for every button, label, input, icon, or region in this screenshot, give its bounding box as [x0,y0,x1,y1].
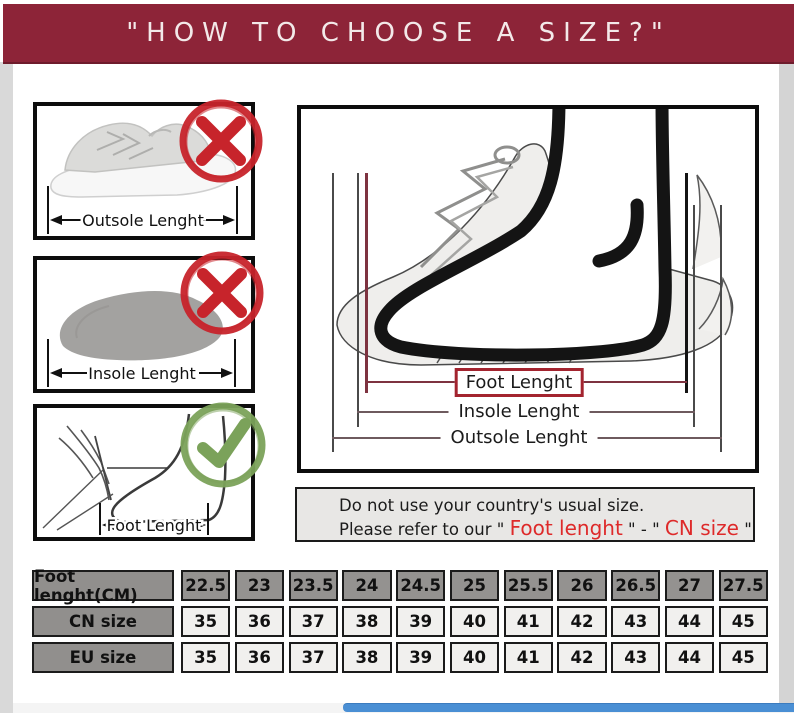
table-cell: 26.5 [611,570,661,601]
cross-mark-icon [180,251,264,335]
note-text: " - " [622,520,665,539]
foot-measure-arrow: Foot Lenght [99,503,209,537]
note-text: Please refer to our " [339,520,510,539]
table-cell: 22.5 [181,570,231,601]
table-row: CN size 35 36 37 38 39 40 41 42 43 44 45 [32,606,768,637]
table-cell: 36 [234,642,285,673]
table-cell: 43 [611,606,661,637]
diagram-foot-length-label: Foot Lenght [454,368,584,397]
page-right-gutter [779,62,794,703]
diagram-insole-length-label: Insole Lenght [448,400,590,423]
table-row: Foot lenght(CM) 22.5 23 23.5 24 24.5 25 25.5 26 2… [32,567,768,605]
horizontal-scrollbar-thumb[interactable] [343,703,794,712]
table-cell: 23.5 [288,570,338,601]
panel-outsole-length: Outsole Lenght [33,99,263,240]
outsole-measure-arrow: Outsole Lenght [47,186,238,234]
check-mark-icon [180,402,266,488]
table-cell: 45 [718,606,768,637]
diagram-outsole-length-label: Outsole Lenght [440,426,598,449]
table-cell: 26 [557,570,607,601]
table-cell: 38 [342,642,392,673]
table-cell: 41 [503,606,553,637]
table-row: EU size 35 36 37 38 39 40 41 42 43 44 45 [32,642,768,673]
page-title: "HOW TO CHOOSE A SIZE?" [126,18,671,48]
table-cell: 37 [288,642,338,673]
foot-right-line [685,173,688,393]
sizing-note: Do not use your country's usual size. Pl… [295,487,755,542]
table-cell: 24 [342,570,392,601]
insole-left-line [357,173,359,427]
header-bar: "HOW TO CHOOSE A SIZE?" [3,4,794,64]
note-line-1: Do not use your country's usual size. [339,496,645,515]
note-foot-length-highlight: Foot lenght [509,516,623,540]
table-cell: 43 [611,642,661,673]
table-cell: 25.5 [503,570,553,601]
table-cell: 42 [557,642,607,673]
table-cell: 39 [396,642,446,673]
table-cell: 37 [288,606,338,637]
page-left-gutter [0,62,13,713]
note-cn-size-highlight: CN size [664,516,739,540]
table-cell: 39 [396,606,446,637]
note-text: " [738,520,752,539]
outsole-length-label: Outsole Lenght [82,211,204,230]
table-cell: 25 [449,570,500,601]
insole-illustration [59,291,223,361]
table-cell: 35 [181,606,231,637]
cross-mark-icon [179,99,263,183]
panel-foot-length: Foot Lenght [33,402,266,541]
foot-in-shoe-diagram: Foot Lenght Insole Lenght Outsole Lenght [297,105,759,473]
outsole-right-line [720,205,722,452]
row-header-cell: EU size [32,642,174,673]
table-cell: 40 [449,606,500,637]
table-cell: 44 [664,642,715,673]
row-header-cell: CN size [32,606,174,637]
table-cell: 27 [664,570,715,601]
row-header-cell: Foot lenght(CM) [32,567,174,605]
table-cell: 38 [342,606,392,637]
panel-insole-length: Insole Lenght [33,251,264,393]
outsole-left-line [332,173,334,452]
table-cell: 41 [503,642,553,673]
table-cell: 42 [557,606,607,637]
note-line-2: Please refer to our " Foot lenght " - " … [339,517,753,541]
horizontal-scrollbar-track[interactable] [13,703,794,713]
table-cell: 35 [181,642,231,673]
insole-right-line [693,205,695,427]
foot-left-line [365,173,368,393]
table-cell: 44 [664,606,715,637]
hand-measuring-foot-illustration [42,413,227,531]
table-cell: 24.5 [396,570,446,601]
insole-measure-arrow: Insole Lenght [47,339,236,387]
table-cell: 27.5 [718,570,768,601]
table-cell: 23 [234,570,285,601]
foot-in-shoe-illustration [336,109,734,366]
foot-length-label: Foot Lenght [107,516,202,535]
table-cell: 40 [449,642,500,673]
size-table: Foot lenght(CM) 22.5 23 23.5 24 24.5 25 25.5 26 2… [32,567,768,678]
table-cell: 36 [234,606,285,637]
table-cell: 45 [718,642,768,673]
insole-length-label: Insole Lenght [88,364,196,383]
